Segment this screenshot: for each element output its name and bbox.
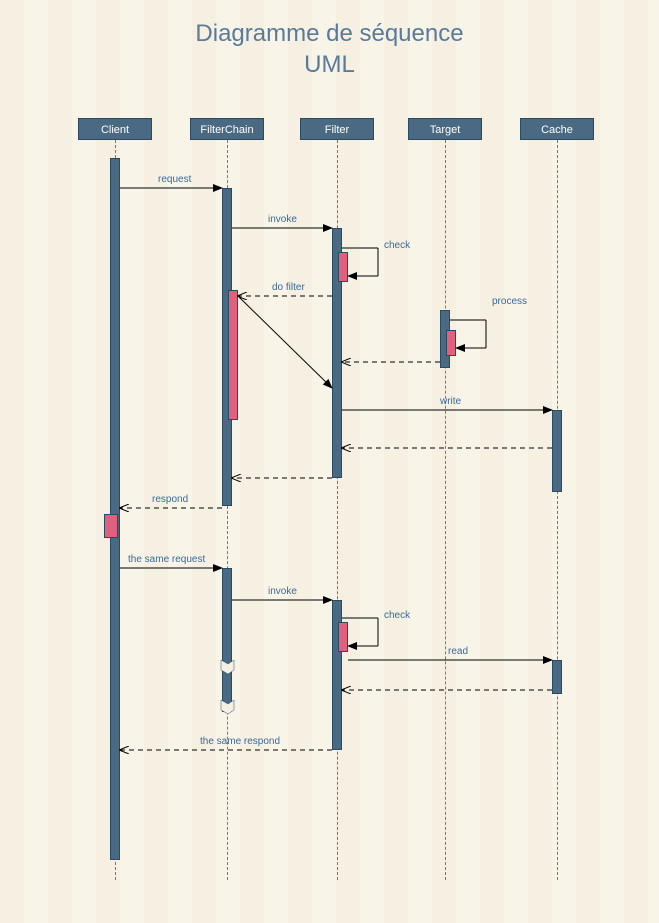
sequence-canvas: ClientFilterChainFilterTargetCachereques… bbox=[0, 0, 659, 923]
arrows-layer bbox=[0, 0, 659, 923]
